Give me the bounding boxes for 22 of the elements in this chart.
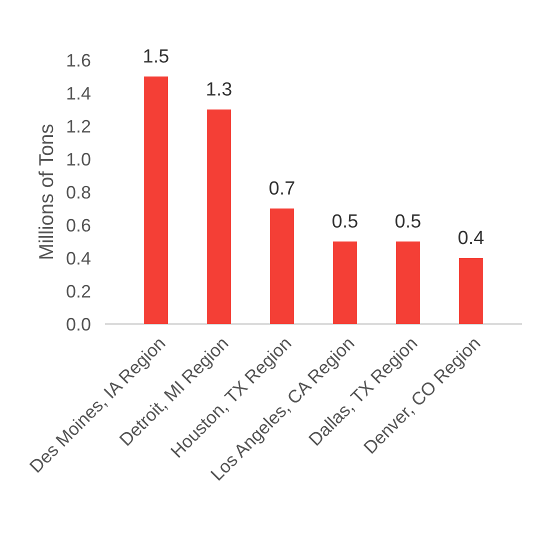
y-tick-label: 0.0 (66, 314, 91, 334)
y-tick-label: 0.4 (66, 248, 91, 268)
bar (270, 208, 294, 324)
y-tick-label: 0.8 (66, 182, 91, 202)
y-tick-label: 0.2 (66, 281, 91, 302)
data-label: 1.3 (206, 80, 232, 100)
data-label: 0.5 (332, 212, 358, 232)
bar (144, 76, 168, 324)
y-axis-title: Millions of Tons (36, 124, 58, 260)
data-label: 1.5 (142, 46, 170, 68)
data-label: 0.5 (394, 212, 422, 232)
y-tick-label: 1.4 (66, 83, 91, 104)
y-tick-label: 1.2 (66, 116, 91, 136)
bar (207, 110, 231, 324)
bar (459, 258, 483, 324)
y-tick-label: 1.6 (66, 50, 91, 70)
bar (333, 242, 357, 324)
bar (396, 242, 420, 324)
data-label: 0.4 (458, 228, 485, 249)
data-label: 0.7 (268, 178, 296, 200)
y-tick-label: 0.6 (66, 215, 91, 236)
y-tick-label: 1.0 (66, 149, 91, 170)
